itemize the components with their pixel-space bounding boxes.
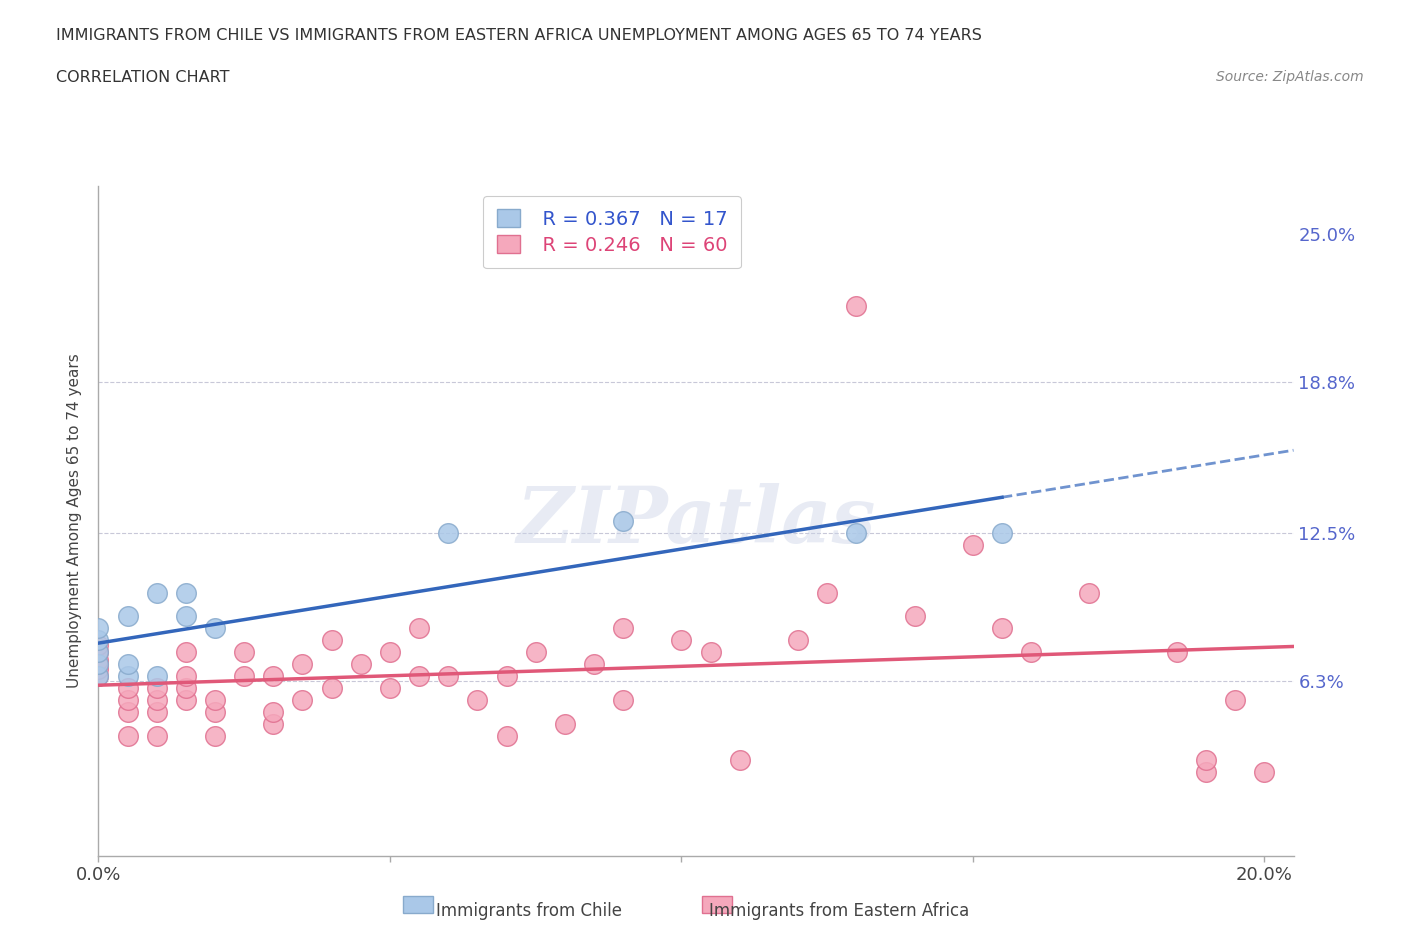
Point (554, 717, 576, 732)
Point (87, 644, 110, 659)
Text: IMMIGRANTS FROM CHILE VS IMMIGRANTS FROM EASTERN AFRICA UNEMPLOYMENT AMONG AGES : IMMIGRANTS FROM CHILE VS IMMIGRANTS FROM… (56, 28, 983, 43)
Text: Immigrants from Eastern Africa: Immigrants from Eastern Africa (709, 902, 970, 921)
Point (204, 693, 226, 708)
Point (1195, 764, 1218, 779)
Legend:   R = 0.367   N = 17,   R = 0.246   N = 60: R = 0.367 N = 17, R = 0.246 N = 60 (484, 195, 741, 269)
Point (321, 633, 343, 648)
Text: ZIPatlas: ZIPatlas (516, 483, 876, 559)
Point (378, 681, 401, 696)
Point (145, 669, 167, 684)
Point (174, 681, 197, 696)
Text: Immigrants from Chile: Immigrants from Chile (436, 902, 621, 921)
Point (815, 585, 838, 600)
Point (87, 657, 110, 671)
Point (612, 693, 634, 708)
Point (262, 705, 284, 720)
Point (145, 693, 167, 708)
Point (291, 693, 314, 708)
Point (321, 681, 343, 696)
Point (787, 633, 810, 648)
Point (612, 621, 634, 636)
Point (174, 669, 197, 684)
Point (233, 669, 256, 684)
Point (87, 633, 110, 648)
Point (87, 644, 110, 659)
Point (991, 525, 1014, 540)
FancyBboxPatch shape (404, 896, 433, 912)
Point (117, 705, 139, 720)
Point (1253, 764, 1275, 779)
Point (117, 657, 139, 671)
Point (1225, 693, 1247, 708)
Point (437, 669, 460, 684)
Point (87, 638, 110, 653)
Point (174, 585, 197, 600)
Point (117, 669, 139, 684)
Point (699, 644, 721, 659)
Point (991, 621, 1014, 636)
Text: CORRELATION CHART: CORRELATION CHART (56, 70, 229, 85)
Point (262, 717, 284, 732)
Point (612, 513, 634, 528)
Point (962, 538, 984, 552)
Point (378, 644, 401, 659)
Point (87, 669, 110, 684)
Point (174, 609, 197, 624)
Point (408, 621, 430, 636)
Point (1019, 644, 1042, 659)
Point (467, 693, 489, 708)
Point (87, 669, 110, 684)
Point (903, 609, 925, 624)
Point (117, 693, 139, 708)
Point (350, 657, 373, 671)
Text: Source: ZipAtlas.com: Source: ZipAtlas.com (1216, 70, 1364, 84)
Point (262, 669, 284, 684)
Point (174, 693, 197, 708)
Point (1195, 752, 1218, 767)
Point (845, 525, 868, 540)
Point (845, 299, 868, 313)
Point (87, 657, 110, 671)
Point (204, 705, 226, 720)
Y-axis label: Unemployment Among Ages 65 to 74 years: Unemployment Among Ages 65 to 74 years (67, 353, 83, 688)
Point (671, 633, 693, 648)
Point (174, 644, 197, 659)
Point (117, 609, 139, 624)
Point (291, 657, 314, 671)
Point (495, 669, 517, 684)
Point (87, 661, 110, 676)
Point (495, 728, 517, 743)
Point (145, 585, 167, 600)
Point (1078, 585, 1101, 600)
Point (728, 752, 751, 767)
Point (145, 728, 167, 743)
Point (145, 705, 167, 720)
FancyBboxPatch shape (702, 896, 733, 912)
Point (87, 621, 110, 636)
Point (524, 644, 547, 659)
Point (204, 728, 226, 743)
Point (87, 652, 110, 667)
Point (437, 525, 460, 540)
Point (204, 621, 226, 636)
Point (233, 644, 256, 659)
Point (117, 681, 139, 696)
Point (117, 728, 139, 743)
Point (582, 657, 605, 671)
Point (145, 681, 167, 696)
Point (408, 669, 430, 684)
Point (1166, 644, 1188, 659)
